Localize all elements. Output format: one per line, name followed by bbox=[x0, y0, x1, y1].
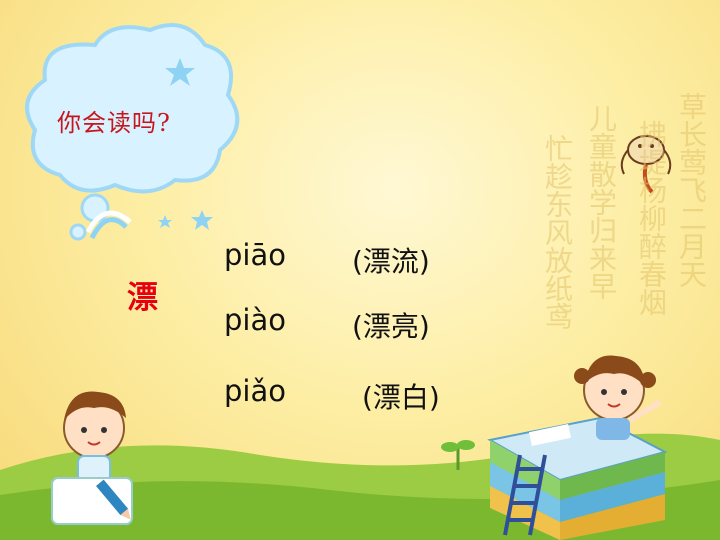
rainbow-icon bbox=[85, 210, 132, 240]
poem-column: 拂堤杨柳醉春烟 bbox=[635, 120, 668, 316]
pinyin-reading: piǎo bbox=[224, 374, 286, 408]
kite-icon bbox=[620, 135, 672, 194]
sprout-icon bbox=[441, 440, 475, 470]
poem-column: 忙趁东风放纸鸢 bbox=[541, 134, 574, 330]
example-word: (漂亮) bbox=[352, 310, 430, 343]
boy-icon bbox=[51, 391, 133, 525]
example-word: (漂白) bbox=[362, 381, 440, 414]
cloud-icon bbox=[25, 23, 240, 241]
poem-column: 儿童散学归来早 bbox=[585, 104, 618, 300]
pinyin-reading: piāo bbox=[224, 238, 286, 272]
main-character: 漂 bbox=[127, 280, 158, 316]
example-word: (漂流) bbox=[352, 245, 430, 278]
poem-column: 草长莺飞二月天 bbox=[675, 92, 708, 288]
pinyin-reading: piào bbox=[224, 303, 286, 337]
bubble-title: 你会读吗? bbox=[57, 109, 171, 137]
star-icon bbox=[158, 58, 213, 230]
pencil-icon bbox=[96, 479, 131, 520]
girl-icon bbox=[574, 355, 662, 440]
ladder-icon bbox=[503, 454, 547, 536]
